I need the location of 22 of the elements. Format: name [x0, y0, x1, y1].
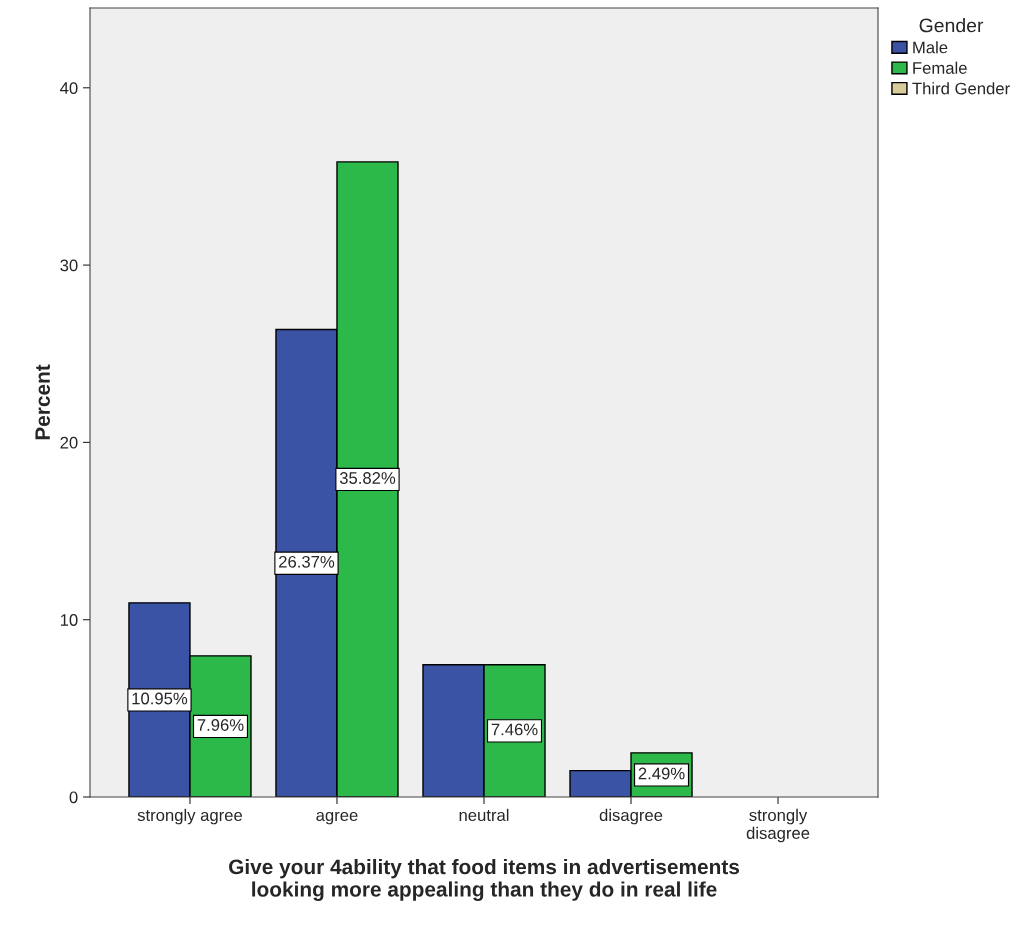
data-label: 35.82%	[339, 472, 396, 484]
x-tick-label: neutral	[459, 808, 509, 822]
x-tick-label: agree	[316, 811, 358, 825]
data-label: 7.96%	[197, 719, 244, 731]
legend-label: Female	[913, 61, 967, 74]
x-tick-label: disagree	[599, 808, 663, 825]
data-label: 7.46%	[491, 723, 538, 736]
y-tick-label: 10	[60, 614, 78, 626]
data-label: 26.37%	[279, 555, 335, 568]
legend-label: Third Gender	[912, 82, 1010, 95]
legend-title: Gender	[919, 18, 984, 33]
data-label: 2.49%	[638, 767, 685, 780]
y-tick-label: 30	[60, 259, 78, 272]
y-tick-label: 40	[60, 82, 78, 94]
y-tick-label: 20	[60, 436, 78, 449]
data-label: 10.95%	[132, 692, 188, 705]
x-axis-title: Give your 4ability that food items in advertisements looking more appealing than they do in real life	[229, 858, 740, 901]
x-tick-label: strongly disagree	[746, 808, 810, 843]
y-axis-title: Percent	[35, 364, 50, 440]
y-tick-label: 0	[69, 791, 78, 804]
legend-label: Male	[913, 41, 948, 54]
x-tick-label: strongly agree	[137, 808, 243, 825]
